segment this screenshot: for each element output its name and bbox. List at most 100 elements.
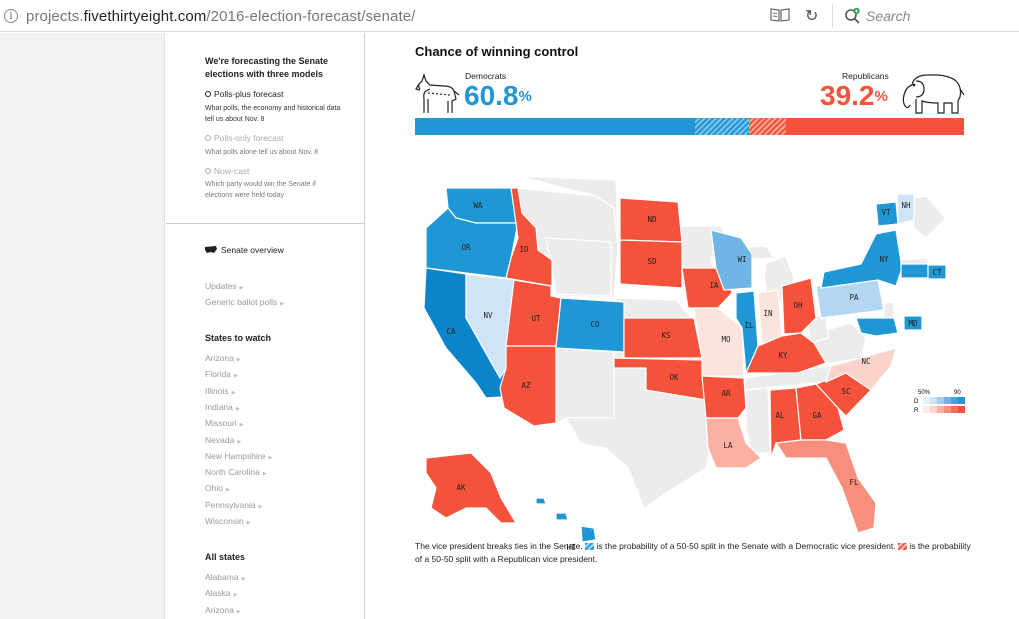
sidebar-state-link[interactable]: Arizona ▶ bbox=[205, 605, 241, 615]
link-label: Generic ballot polls bbox=[205, 297, 278, 307]
state-az[interactable] bbox=[499, 345, 557, 427]
url-text[interactable]: projects.fivethirtyeight.com/2016-electi… bbox=[26, 8, 415, 25]
state-la[interactable] bbox=[705, 417, 762, 469]
sidebar-state-link[interactable]: Ohio ▶ bbox=[205, 483, 230, 493]
reload-icon[interactable]: ↻ bbox=[805, 6, 819, 25]
chart-title: Chance of winning control bbox=[415, 44, 579, 59]
search-box[interactable]: Search bbox=[838, 3, 1019, 29]
senate-overview-link[interactable]: Senate overview bbox=[205, 245, 284, 255]
arrow-icon: ▶ bbox=[246, 520, 251, 526]
arrow-icon: ▶ bbox=[237, 438, 242, 445]
sidebar-state-link[interactable]: Pennsylvania ▶ bbox=[205, 500, 262, 510]
model-option-polls-only[interactable]: Polls-only forecast bbox=[205, 133, 283, 143]
model-desc: Which party would win the Senate if elec… bbox=[205, 181, 316, 199]
legend-high: 90 bbox=[954, 390, 961, 396]
model-option-now-cast[interactable]: Now-cast bbox=[205, 166, 249, 176]
state-label: MO bbox=[721, 335, 731, 344]
bar-dem-solid bbox=[415, 118, 695, 135]
state-label: OR bbox=[461, 243, 471, 252]
state-label: CT bbox=[932, 268, 942, 277]
state-label: ND bbox=[647, 215, 657, 224]
sidebar-state-link[interactable]: Nevada ▶ bbox=[205, 435, 241, 445]
state-label: PA bbox=[849, 293, 859, 302]
state-fl[interactable] bbox=[774, 439, 877, 534]
state-ct[interactable] bbox=[900, 263, 932, 279]
map-caption: The vice president breaks ties in the Se… bbox=[415, 540, 971, 566]
sidebar-state-link[interactable]: New Hampshire ▶ bbox=[205, 451, 272, 461]
state-nc[interactable] bbox=[825, 347, 897, 391]
info-icon[interactable]: i bbox=[4, 9, 18, 23]
state-ky[interactable] bbox=[745, 332, 827, 374]
sidebar-link-updates[interactable]: Updates ▶ bbox=[205, 281, 244, 291]
state-md[interactable] bbox=[855, 317, 899, 337]
state-ut[interactable] bbox=[505, 279, 562, 347]
radio-icon bbox=[205, 168, 211, 174]
sidebar-state-link[interactable]: Missouri ▶ bbox=[205, 418, 244, 428]
map-bg-mt bbox=[517, 175, 619, 249]
legend-dem-scale bbox=[923, 397, 965, 404]
state-id[interactable] bbox=[505, 187, 553, 287]
model-desc: What polls alone tell us about Nov. 8 bbox=[205, 149, 319, 156]
arrow-icon: ▶ bbox=[233, 592, 238, 599]
state-ny[interactable] bbox=[820, 229, 903, 289]
toolbar-separator bbox=[832, 4, 833, 28]
state-ak[interactable] bbox=[425, 452, 518, 524]
donkey-icon bbox=[415, 73, 460, 113]
arrow-icon: ▶ bbox=[225, 487, 230, 494]
state-label: OK bbox=[669, 373, 679, 382]
state-link-label: Alabama bbox=[205, 572, 239, 582]
state-sd[interactable] bbox=[619, 239, 683, 289]
address-bar[interactable]: i projects.fivethirtyeight.com/2016-elec… bbox=[0, 2, 830, 30]
bar-rep-solid bbox=[785, 118, 964, 135]
arrow-icon: ▶ bbox=[280, 301, 285, 307]
sidebar-link-generic-ballot[interactable]: Generic ballot polls ▶ bbox=[205, 297, 284, 307]
arrow-icon: ▶ bbox=[241, 576, 246, 582]
state-oh[interactable] bbox=[781, 277, 817, 335]
dem-chance-value: 60.8 bbox=[464, 80, 519, 111]
state-box-ct[interactable] bbox=[927, 264, 947, 280]
rep-label: Republicans bbox=[842, 71, 889, 81]
legend-d: D bbox=[914, 399, 919, 405]
probability-bar bbox=[415, 118, 964, 135]
search-icon bbox=[845, 7, 860, 24]
state-label: FL bbox=[849, 478, 859, 487]
model-option-polls-plus[interactable]: Polls-plus forecast bbox=[205, 89, 283, 99]
sidebar-state-link[interactable]: Indiana ▶ bbox=[205, 402, 240, 412]
dem-split-swatch bbox=[585, 543, 595, 551]
state-link-label: Missouri bbox=[205, 418, 237, 429]
sidebar-divider bbox=[166, 223, 365, 224]
radio-icon bbox=[205, 135, 211, 141]
map-bg-nm bbox=[552, 347, 615, 424]
sidebar-state-link[interactable]: Illinois ▶ bbox=[205, 386, 235, 396]
sidebar-state-link[interactable]: Florida ▶ bbox=[205, 369, 238, 379]
rep-split-swatch bbox=[897, 543, 907, 551]
dem-chance: 60.8% bbox=[464, 81, 532, 111]
state-nv[interactable] bbox=[465, 273, 515, 380]
sidebar-state-link[interactable]: Wisconsin ▶ bbox=[205, 516, 251, 526]
rep-chance: 39.2% bbox=[820, 81, 888, 111]
rep-chance-value: 39.2 bbox=[820, 80, 875, 111]
state-ar[interactable] bbox=[701, 375, 747, 419]
state-label: GA bbox=[812, 411, 822, 420]
state-box-md[interactable] bbox=[903, 315, 923, 331]
state-label: CO bbox=[590, 320, 600, 329]
arrow-icon: ▶ bbox=[233, 373, 238, 380]
search-input[interactable]: Search bbox=[866, 8, 911, 24]
dem-label: Democrats bbox=[465, 71, 507, 81]
state-mo[interactable] bbox=[693, 307, 745, 377]
model-desc: What polls, the economy and historical d… bbox=[205, 105, 341, 123]
state-wi[interactable] bbox=[710, 229, 753, 291]
main-content: Chance of winning control Democrats 60.8… bbox=[366, 33, 1019, 619]
sidebar-state-link[interactable]: Arizona ▶ bbox=[205, 353, 241, 363]
reader-view-icon[interactable] bbox=[770, 7, 790, 23]
state-label: NC bbox=[861, 357, 870, 366]
map-bg-me bbox=[910, 195, 947, 239]
sidebar-state-link[interactable]: North Carolina ▶ bbox=[205, 467, 267, 477]
state-nh[interactable] bbox=[896, 193, 915, 225]
sidebar-state-link[interactable]: Alabama ▶ bbox=[205, 572, 245, 582]
sidebar-state-link[interactable]: Alaska ▶ bbox=[205, 588, 237, 598]
url-path: /2016-election-forecast/senate/ bbox=[206, 7, 416, 25]
arrow-icon: ▶ bbox=[262, 471, 267, 478]
state-hi[interactable] bbox=[535, 497, 597, 543]
elephant-icon bbox=[902, 74, 965, 114]
